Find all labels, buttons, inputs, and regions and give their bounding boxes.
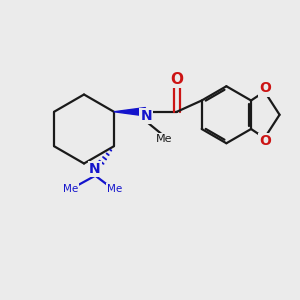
Polygon shape — [114, 108, 146, 116]
Text: O: O — [170, 72, 183, 87]
Text: O: O — [259, 134, 271, 148]
Text: N: N — [89, 162, 100, 176]
Text: Me: Me — [63, 184, 78, 194]
Text: Me: Me — [156, 134, 172, 144]
Text: Me: Me — [107, 184, 122, 194]
Text: O: O — [259, 82, 271, 95]
Text: N: N — [140, 109, 152, 123]
